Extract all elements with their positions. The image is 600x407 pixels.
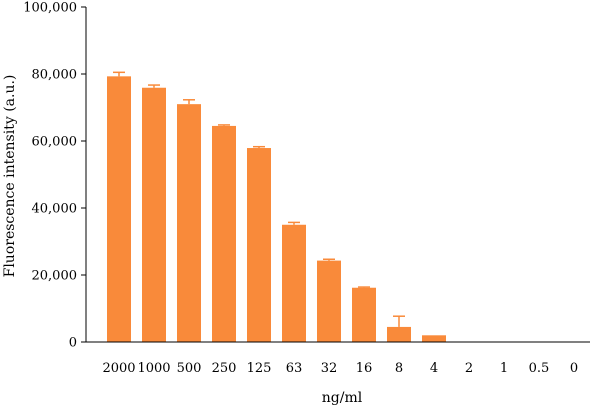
bar-250 [212, 125, 236, 342]
x-tick-label: 125 [247, 361, 272, 376]
x-tick-label: 1 [500, 361, 508, 376]
x-tick-label: 16 [356, 361, 373, 376]
x-tick-label: 500 [177, 361, 202, 376]
y-tick-label: 100,000 [23, 1, 77, 16]
y-axis-title: Fluorescence intensity (a.u.) [2, 75, 18, 278]
y-tick-label: 40,000 [32, 202, 78, 217]
y-tick-label: 60,000 [32, 135, 78, 150]
bar-63 [282, 224, 306, 342]
y-axis: 0 20,000 40,000 60,000 80,000 100,000 [23, 1, 87, 351]
bar-2000 [107, 76, 131, 342]
x-tick-label: 1000 [137, 361, 170, 376]
x-tick-label: 250 [212, 361, 237, 376]
x-axis-title: ng/ml [322, 390, 363, 406]
x-tick-label: 63 [286, 361, 303, 376]
x-tick-label: 0.5 [529, 361, 550, 376]
x-tick-label: 32 [321, 361, 338, 376]
bar-8 [387, 326, 411, 342]
x-axis: 2000 1000 500 250 125 63 32 16 8 4 2 1 0.5 0 [86, 341, 590, 376]
bar-1000 [142, 87, 166, 342]
bar-125 [247, 148, 271, 342]
bar-16 [352, 287, 376, 342]
x-tick-label: 2000 [102, 361, 135, 376]
bar-500 [177, 104, 201, 343]
bar-4 [422, 335, 446, 342]
x-tick-label: 8 [395, 361, 403, 376]
bar-32 [317, 260, 341, 342]
x-tick-label: 2 [465, 361, 473, 376]
x-tick-label: 0 [570, 361, 578, 376]
bars-group [107, 71, 446, 343]
y-tick-label: 20,000 [32, 269, 78, 284]
y-tick-label: 0 [69, 336, 77, 351]
y-tick-label: 80,000 [32, 68, 78, 83]
x-tick-label: 4 [430, 361, 438, 376]
